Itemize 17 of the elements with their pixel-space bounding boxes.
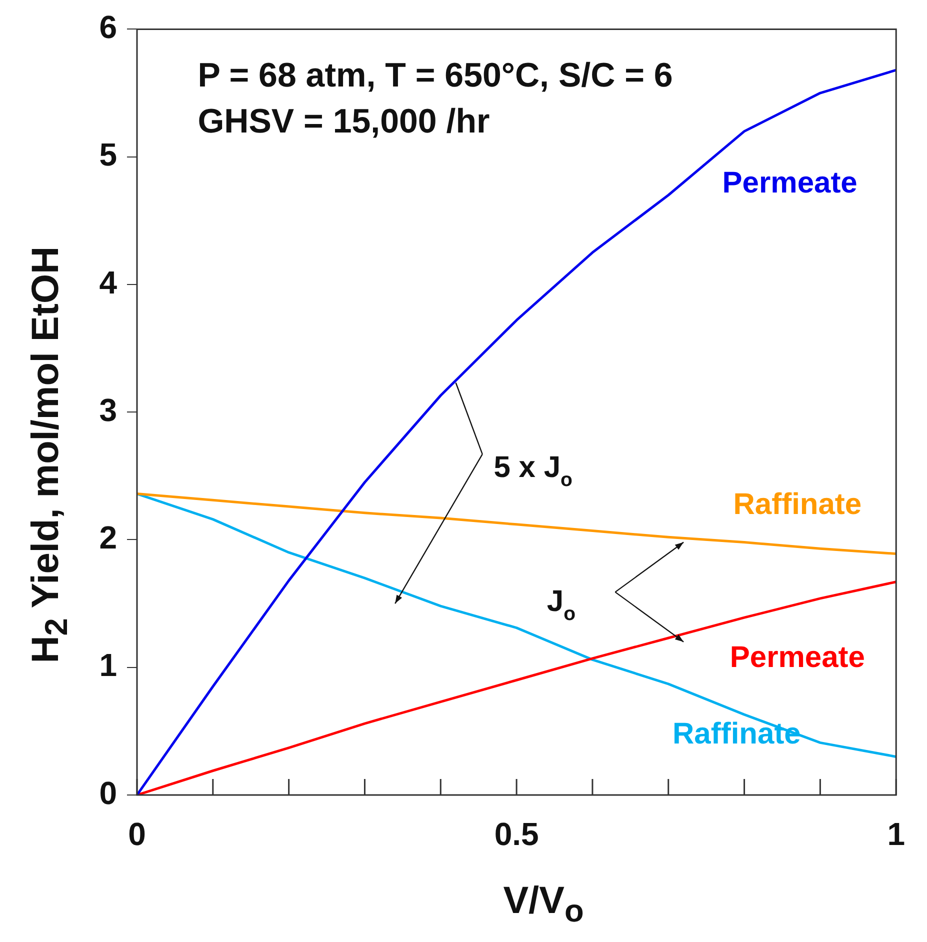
x-axis-title: V/V$_{o}$ bbox=[502, 880, 585, 930]
series-label: Permeate bbox=[722, 166, 858, 200]
x-tick-label: 1 bbox=[887, 816, 905, 852]
x-tick-label: 0.5 bbox=[494, 816, 539, 852]
y-tick-label: 4 bbox=[99, 264, 118, 300]
y-tick-label: 2 bbox=[99, 520, 117, 556]
y-tick-label: 5 bbox=[99, 136, 117, 173]
series-label: Permeate bbox=[730, 641, 865, 674]
y-tick-label: 6 bbox=[99, 9, 117, 46]
x-tick-label: 0 bbox=[128, 816, 146, 852]
series-label: Raffinate bbox=[733, 488, 862, 521]
series-label: Raffinate bbox=[672, 718, 801, 751]
y-tick-label: 0 bbox=[99, 774, 117, 811]
annotation: P = 68 atm, T = 650°C, S/C = 6 bbox=[198, 56, 673, 95]
annotation: GHSV = 15,000 /hr bbox=[198, 102, 490, 141]
y-tick-label: 1 bbox=[99, 647, 117, 684]
y-tick-label: 3 bbox=[99, 392, 117, 428]
